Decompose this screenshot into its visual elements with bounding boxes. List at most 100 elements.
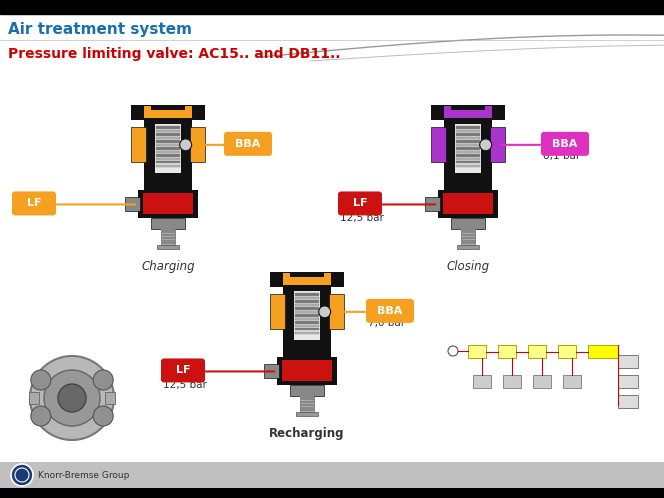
Bar xyxy=(425,197,440,212)
Bar xyxy=(498,345,516,358)
Text: Charging: Charging xyxy=(141,260,195,273)
Bar xyxy=(277,358,337,385)
FancyBboxPatch shape xyxy=(224,132,272,156)
Bar xyxy=(295,311,319,313)
Bar xyxy=(155,124,181,173)
Bar xyxy=(329,294,344,329)
Bar xyxy=(156,130,180,132)
FancyBboxPatch shape xyxy=(12,191,56,216)
Bar xyxy=(161,234,175,236)
Bar xyxy=(456,154,480,156)
Circle shape xyxy=(44,370,100,426)
Text: 7,0 bar: 7,0 bar xyxy=(368,318,405,328)
Bar xyxy=(295,325,319,327)
Bar xyxy=(490,127,505,162)
Bar xyxy=(290,273,324,276)
Bar xyxy=(456,157,480,160)
Bar xyxy=(461,232,475,233)
Bar xyxy=(563,375,581,388)
Circle shape xyxy=(58,384,86,412)
Bar xyxy=(456,126,480,128)
Bar xyxy=(270,294,285,329)
Bar xyxy=(161,232,175,233)
Bar xyxy=(451,106,485,110)
Bar xyxy=(295,318,319,320)
Bar xyxy=(156,136,180,139)
Bar xyxy=(151,219,185,229)
Circle shape xyxy=(30,356,114,440)
Bar xyxy=(456,161,480,163)
Bar xyxy=(290,385,324,396)
Bar xyxy=(456,140,480,142)
Bar xyxy=(295,300,319,303)
Bar xyxy=(282,273,331,285)
Bar xyxy=(0,0,664,14)
Bar xyxy=(156,164,180,167)
Bar xyxy=(299,398,315,400)
Bar xyxy=(156,161,180,163)
Bar xyxy=(138,190,198,219)
Bar xyxy=(143,121,193,190)
Bar xyxy=(456,136,480,139)
Bar xyxy=(444,106,493,118)
Circle shape xyxy=(319,306,331,318)
Bar xyxy=(161,229,175,245)
Bar xyxy=(151,106,185,110)
Bar xyxy=(533,375,551,388)
Bar xyxy=(156,150,180,153)
Bar xyxy=(456,147,480,149)
Bar xyxy=(456,143,480,146)
Text: LF: LF xyxy=(176,366,191,375)
Bar xyxy=(295,328,319,331)
Bar xyxy=(456,150,480,153)
Bar xyxy=(618,375,638,388)
Text: Knorr-Bremse Group: Knorr-Bremse Group xyxy=(38,471,129,480)
Text: Recharging: Recharging xyxy=(269,427,345,440)
FancyBboxPatch shape xyxy=(338,191,382,216)
Text: LF: LF xyxy=(353,198,367,209)
Circle shape xyxy=(31,370,51,390)
Bar xyxy=(143,193,193,214)
Bar xyxy=(157,245,179,249)
Bar xyxy=(299,409,315,411)
Bar xyxy=(156,157,180,160)
Bar xyxy=(299,396,315,397)
Bar xyxy=(105,392,115,404)
Bar xyxy=(558,345,576,358)
Bar xyxy=(299,396,315,412)
Text: Pressure limiting valve: AC15.. and DB11..: Pressure limiting valve: AC15.. and DB11… xyxy=(8,47,341,61)
Text: 8,1 bar: 8,1 bar xyxy=(543,151,580,161)
Bar xyxy=(295,304,319,306)
Bar xyxy=(295,412,318,416)
Bar xyxy=(438,190,498,219)
Bar xyxy=(444,121,493,190)
Bar xyxy=(264,365,279,378)
Bar xyxy=(0,488,664,498)
Bar xyxy=(156,147,180,149)
Bar xyxy=(461,237,475,239)
Bar xyxy=(461,229,475,245)
Bar xyxy=(131,105,205,121)
FancyBboxPatch shape xyxy=(161,359,205,382)
Circle shape xyxy=(180,139,192,151)
Bar xyxy=(456,130,480,132)
Bar xyxy=(443,193,493,214)
Bar xyxy=(457,245,479,249)
Bar xyxy=(295,297,319,299)
Bar xyxy=(156,154,180,156)
Bar xyxy=(456,164,480,167)
Circle shape xyxy=(93,370,113,390)
Circle shape xyxy=(93,406,113,426)
Bar xyxy=(461,234,475,236)
Bar xyxy=(473,375,491,388)
Bar xyxy=(618,355,638,368)
Bar xyxy=(161,243,175,245)
Bar xyxy=(161,237,175,239)
Bar xyxy=(293,291,321,340)
Text: BBA: BBA xyxy=(377,306,402,316)
Bar xyxy=(29,392,39,404)
Bar xyxy=(299,404,315,406)
Bar xyxy=(0,462,664,488)
Bar xyxy=(156,140,180,142)
Text: Air treatment system: Air treatment system xyxy=(8,22,192,37)
